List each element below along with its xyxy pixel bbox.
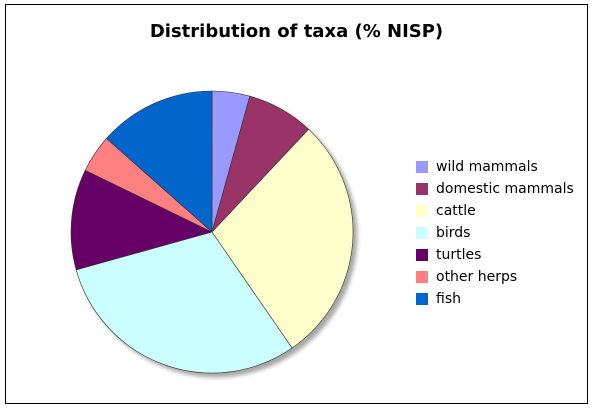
pie-slice-turtles [70,169,213,271]
legend-swatch [416,293,428,305]
legend-label: wild mammals [436,159,538,175]
chart-title: Distribution of taxa (% NISP) [149,21,444,42]
legend-label: other herps [436,269,518,285]
legend: wild mammals domestic mammals cattle birds t… [416,156,574,310]
legend-label: cattle [436,203,476,219]
pie-slices [70,90,354,374]
legend-swatch [416,271,428,283]
legend-item: wild mammals [416,156,574,178]
pie-slice-birds [75,231,293,374]
legend-label: domestic mammals [436,181,574,197]
legend-swatch [416,161,428,173]
legend-label: turtles [436,247,482,263]
legend-item: birds [416,222,574,244]
legend-swatch [416,205,428,217]
legend-swatch [416,249,428,261]
legend-item: fish [416,288,574,310]
legend-swatch [416,227,428,239]
pie-slice-fish [106,90,213,233]
legend-swatch [416,183,428,195]
legend-label: birds [436,225,471,241]
pie-slice-cattle [211,128,354,349]
legend-item: other herps [416,266,574,288]
legend-item: turtles [416,244,574,266]
pie-chart [70,90,354,374]
legend-label: fish [436,291,461,307]
legend-item: domestic mammals [416,178,574,200]
chart-frame: Distribution of taxa (% NISP) wild mamma… [5,4,588,404]
legend-item: cattle [416,200,574,222]
